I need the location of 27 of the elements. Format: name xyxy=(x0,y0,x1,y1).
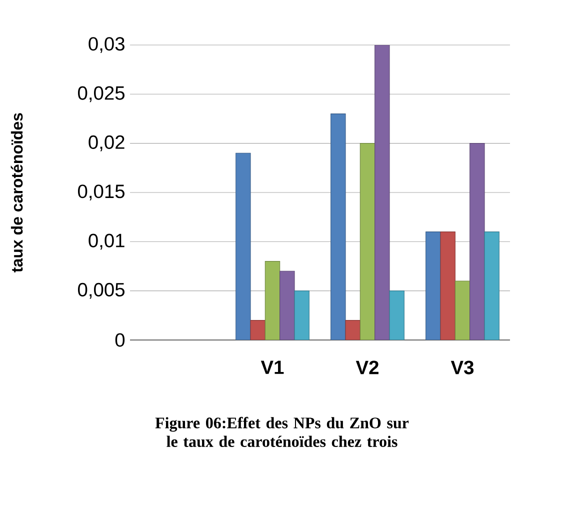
bar xyxy=(250,320,266,340)
bar xyxy=(374,44,390,340)
x-tick-label: V2 xyxy=(356,360,378,374)
y-tick-label: 0,02 xyxy=(88,135,124,152)
bar xyxy=(389,290,404,340)
bar xyxy=(280,270,295,340)
y-tick-label: 0,03 xyxy=(88,37,124,53)
y-tick-label: 0 xyxy=(115,333,125,347)
bar xyxy=(426,232,441,340)
bar xyxy=(294,290,310,340)
bar xyxy=(330,114,346,340)
y-tick-label: 0,005 xyxy=(78,282,124,299)
y-tick-label: 0,01 xyxy=(88,234,124,250)
bar xyxy=(360,143,376,340)
x-tick-label: V3 xyxy=(450,360,474,374)
y-tick-label: 0,015 xyxy=(78,184,124,200)
x-tick-label: V1 xyxy=(260,360,284,374)
bar xyxy=(470,143,485,340)
caption: Figure 06:Effet des NPs du ZnO sur le taux de caroténoïdes chez trois xyxy=(155,416,409,448)
bar xyxy=(236,152,251,340)
y-axis-title: taux de caroténoïdes xyxy=(10,113,23,272)
bar xyxy=(345,320,360,340)
bar xyxy=(264,261,280,340)
bar xyxy=(484,232,500,340)
bar xyxy=(440,232,456,340)
y-tick-label: 0,025 xyxy=(78,86,124,102)
bar xyxy=(454,280,470,340)
